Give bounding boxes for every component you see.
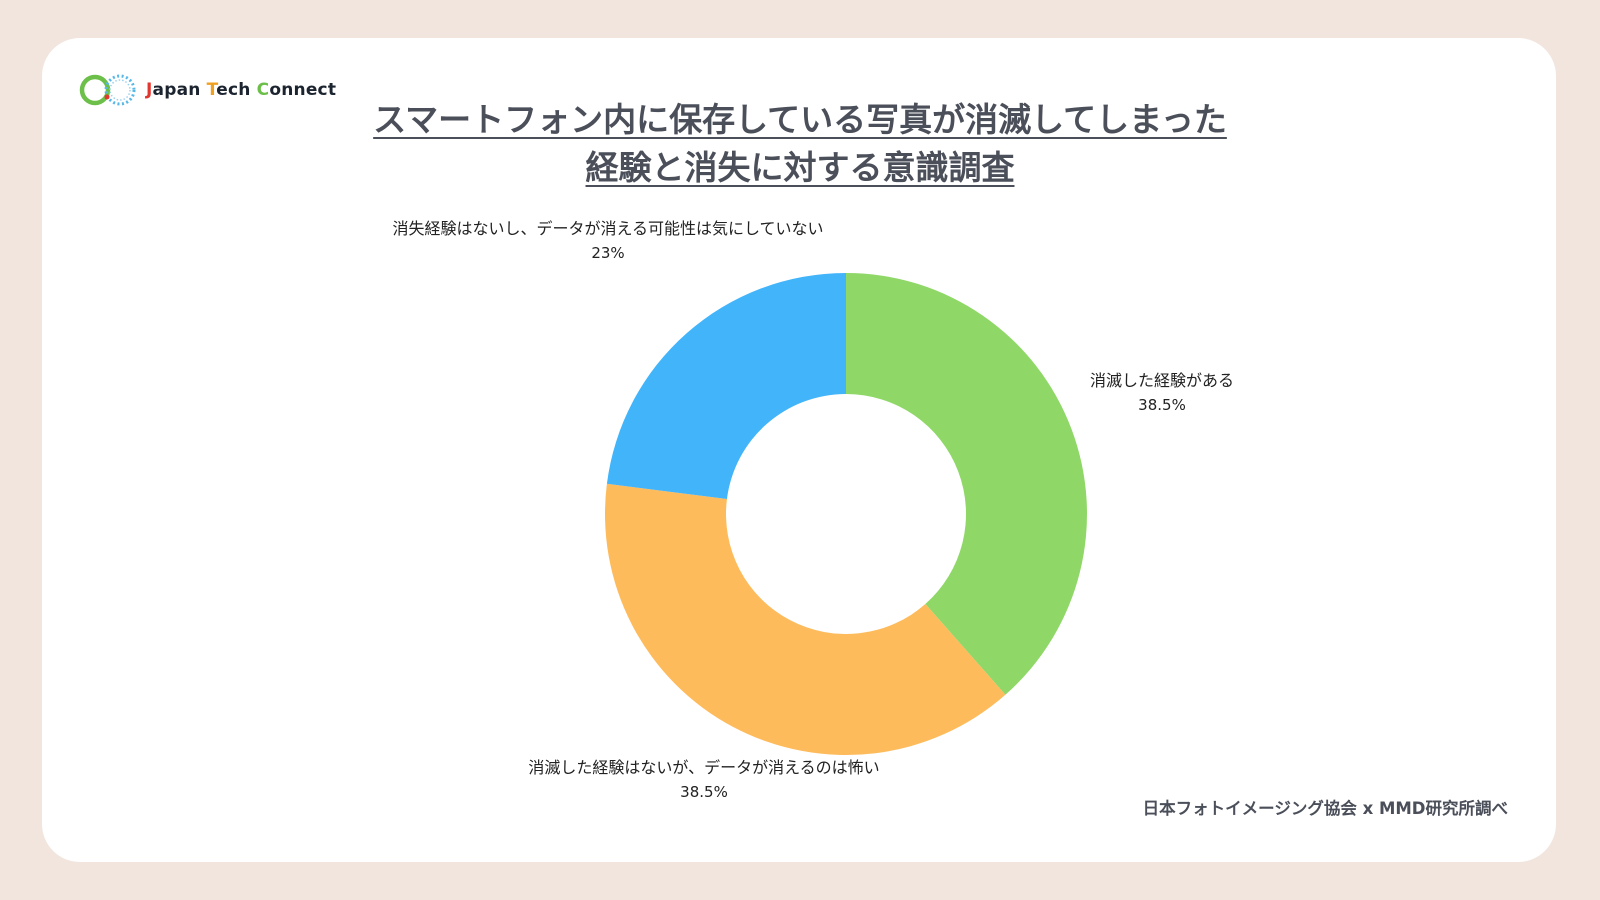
donut-slice-2[interactable] [604, 483, 1006, 756]
slice-label-3: 消失経験はないし、データが消える可能性は気にしていない [392, 219, 823, 238]
slice-value-3: 23% [591, 244, 624, 262]
logo-rings-icon [79, 74, 136, 106]
slice-value-1: 38.5% [1138, 396, 1186, 414]
brand-logo[interactable]: Japan Tech Connect [78, 72, 336, 108]
logo-text: Japan Tech Connect [146, 80, 337, 100]
chart-title-line1: スマートフォン内に保存している写真が消滅してしまった [373, 100, 1227, 139]
slice-label-2: 消滅した経験はないが、データが消えるのは怖い [528, 758, 879, 777]
slice-label-1: 消滅した経験がある [1090, 371, 1234, 390]
source-credit: 日本フォトイメージング協会 x MMD研究所調べ [1142, 799, 1508, 818]
donut-slice-1[interactable] [846, 273, 1088, 695]
slice-value-2: 38.5% [680, 783, 728, 801]
donut-slice-3[interactable] [606, 273, 846, 499]
chart-title: スマートフォン内に保存している写真が消滅してしまった 経験と消失に対する意識調査 [300, 96, 1300, 192]
chart-title-line2: 経験と消失に対する意識調査 [585, 148, 1015, 187]
